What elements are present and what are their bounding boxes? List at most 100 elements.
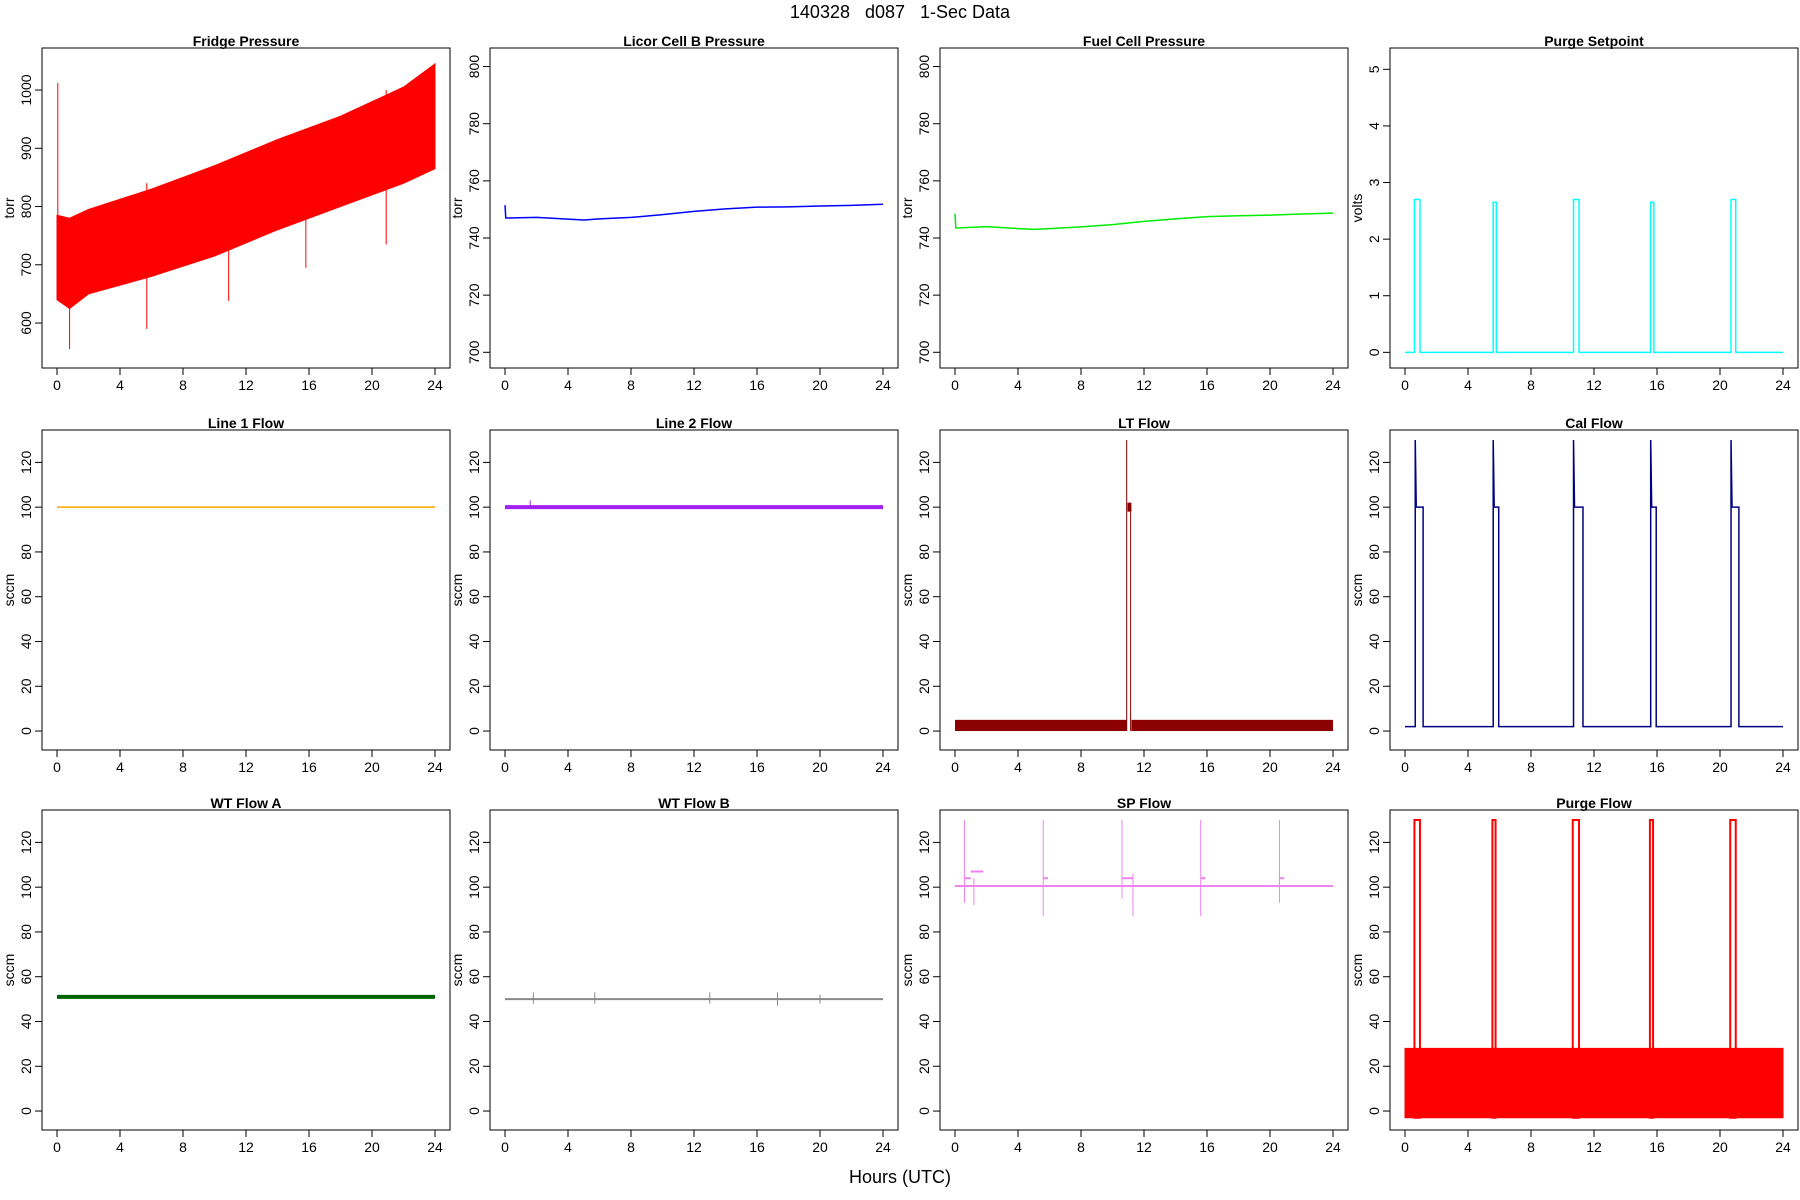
x-tick-label: 20 [812,377,828,393]
y-axis-label: sccm [899,954,915,987]
y-tick-label: 0 [1366,1107,1382,1115]
x-tick-label: 16 [1199,1139,1215,1155]
y-tick-label: 800 [466,55,482,79]
y-tick-label: 800 [18,195,34,219]
x-tick-label: 12 [238,1139,254,1155]
panel-title: Fuel Cell Pressure [1083,33,1205,49]
y-tick-label: 0 [916,727,932,735]
x-tick-label: 8 [1077,377,1085,393]
y-tick-label: 80 [1366,924,1382,940]
panel-line2: Line 2 Flow sccm 0 4 8 12 16 20 24 0 20 40 60 80 100 12… [449,415,899,775]
x-tick-label: 12 [1136,1139,1152,1155]
x-tick-label: 16 [749,377,765,393]
plot-frame [1389,47,1799,369]
y-tick-label: 40 [466,1013,482,1029]
x-tick-label: 4 [1014,759,1022,775]
y-tick-label: 0 [1366,727,1382,735]
series-line2 [505,500,883,510]
y-tick-label: 40 [18,1013,34,1029]
y-tick-label: 80 [18,924,34,940]
y-tick-label: 60 [18,589,34,605]
y-tick-label: 20 [916,1058,932,1074]
x-tick-label: 0 [1401,1139,1409,1155]
y-tick-label: 100 [1366,875,1382,899]
y-tick-label: 60 [916,589,932,605]
y-tick-label: 120 [18,450,34,474]
x-tick-label: 8 [1527,1139,1535,1155]
plot-frame [489,47,899,369]
y-tick-label: 740 [916,226,932,250]
y-tick-label: 100 [18,495,34,519]
x-tick-label: 12 [1136,377,1152,393]
y-tick-label: 120 [1366,830,1382,854]
series-wtb [505,992,883,1006]
series-pulse [1491,819,1497,1119]
x-tick-label: 20 [812,759,828,775]
y-tick-label: 20 [1366,678,1382,694]
y-tick-label: 60 [1366,589,1382,605]
x-tick-label: 0 [501,1139,509,1155]
x-tick-label: 16 [1199,377,1215,393]
y-tick-label: 700 [466,340,482,364]
x-tick-label: 16 [1649,377,1665,393]
x-tick-label: 4 [564,1139,572,1155]
y-tick-label: 760 [466,169,482,193]
series-line [1405,198,1783,354]
page-title: 140328 d087 1-Sec Data [789,2,1011,22]
y-tick-label: 80 [916,924,932,940]
plot-frame [939,47,1349,369]
panel-purge-flow: Purge Flow sccm 0 4 8 12 16 20 24 0 20 40 60 80 100 120 [1349,795,1799,1155]
y-tick-label: 60 [466,969,482,985]
y-tick-label: 1000 [18,74,34,105]
series-fridge [56,62,436,350]
x-tick-label: 16 [301,377,317,393]
y-tick-label: 720 [916,283,932,307]
panel-title: Cal Flow [1565,415,1623,431]
x-tick-label: 12 [238,759,254,775]
x-tick-label: 16 [749,759,765,775]
x-tick-label: 0 [53,759,61,775]
panel-title: LT Flow [1118,415,1170,431]
y-axis-label: volts [1349,194,1365,223]
x-tick-label: 4 [564,377,572,393]
y-tick-label: 0 [18,727,34,735]
panel-title: WT Flow B [658,795,730,811]
x-tick-label: 4 [116,1139,124,1155]
x-tick-label: 0 [501,759,509,775]
series-line [954,212,1334,231]
y-tick-label: 80 [18,544,34,560]
y-tick-label: 20 [18,1058,34,1074]
x-tick-label: 0 [53,377,61,393]
x-tick-label: 20 [364,1139,380,1155]
x-tick-label: 0 [501,377,509,393]
x-tick-label: 4 [116,377,124,393]
y-tick-label: 780 [916,112,932,136]
panel-title: Purge Flow [1556,795,1632,811]
y-axis-label: sccm [1349,954,1365,987]
x-tick-label: 8 [1077,1139,1085,1155]
x-tick-label: 16 [749,1139,765,1155]
panel-lt: LT Flow sccm 0 4 8 12 16 20 24 0 20 40 60 80 100 120 [899,415,1349,775]
x-tick-label: 16 [301,759,317,775]
plot-frame [489,809,899,1131]
y-tick-label: 120 [466,450,482,474]
panel-title: Licor Cell B Pressure [623,33,765,49]
series-line [1405,439,1783,728]
x-tick-label: 16 [1649,759,1665,775]
y-tick-label: 40 [1366,1013,1382,1029]
x-tick-label: 20 [364,377,380,393]
y-tick-label: 20 [1366,1058,1382,1074]
series-band [1404,1047,1784,1119]
x-tick-label: 12 [238,377,254,393]
y-tick-label: 100 [466,495,482,519]
y-tick-label: 0 [466,727,482,735]
series-pulse [1571,819,1581,1119]
y-axis-label: sccm [449,954,465,987]
x-axis-label: Hours (UTC) [849,1167,951,1187]
x-tick-label: 16 [301,1139,317,1155]
x-tick-label: 24 [1775,377,1791,393]
panel-cal: Cal Flow sccm 0 4 8 12 16 20 24 0 20 40 60 80 100 120 [1349,415,1799,775]
y-tick-label: 780 [466,112,482,136]
series-purge-setpoint [1405,198,1783,354]
